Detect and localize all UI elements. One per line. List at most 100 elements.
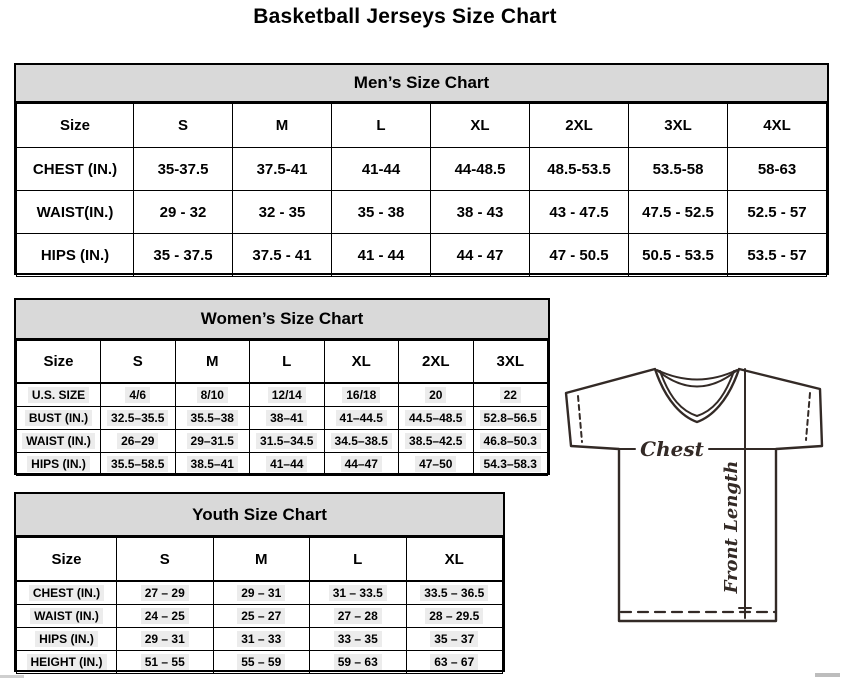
youth-chart-title: Youth Size Chart [16, 494, 503, 537]
size-cell: 53.5 - 57 [727, 233, 827, 277]
mens-chart-title: Men’s Size Chart [16, 65, 827, 103]
table-header-row: Size S M L XL 2XL 3XL [16, 340, 548, 384]
column-header: M [212, 537, 310, 582]
table-row: HIPS (IN.) 29 – 31 31 – 33 33 – 35 35 – … [16, 627, 503, 651]
table-header-row: Size S M L XL 2XL 3XL 4XL [16, 103, 827, 148]
column-header: L [309, 537, 407, 582]
front-length-measure-line [738, 368, 752, 619]
size-cell: 47 - 50.5 [529, 233, 629, 277]
table-row: CHEST (IN.) 27 – 29 29 – 31 31 – 33.5 33… [16, 580, 503, 605]
size-cell: 31 – 33 [212, 627, 310, 651]
size-cell: 50.5 - 53.5 [628, 233, 728, 277]
column-header: XL [405, 537, 503, 582]
mens-size-chart: Men’s Size Chart Size S M L XL 2XL 3XL 4… [14, 63, 829, 277]
row-label: WAIST (IN.) [16, 604, 117, 628]
row-label: WAIST (IN.) [16, 429, 101, 453]
size-cell: 35 - 38 [331, 190, 431, 234]
size-cell: 31 – 33.5 [309, 580, 407, 605]
size-cell: 37.5-41 [232, 147, 332, 191]
size-cell: 53.5-58 [628, 147, 728, 191]
size-cell: 29 – 31 [212, 580, 310, 605]
size-cell: 29–31.5 [174, 429, 250, 453]
size-cell: 38.5–41 [174, 452, 250, 476]
row-label: HIPS (IN.) [16, 233, 134, 277]
table-header-row: Size S M L XL [16, 537, 503, 582]
row-label: HEIGHT (IN.) [16, 650, 117, 674]
column-header: XL [430, 103, 530, 148]
womens-size-chart: Women’s Size Chart Size S M L XL 2XL 3XL… [14, 298, 550, 476]
size-cell: 16/18 [323, 382, 399, 407]
size-cell: 63 – 67 [405, 650, 503, 674]
size-cell: 58-63 [727, 147, 827, 191]
left-cuff-stitch [577, 395, 583, 443]
table-row: CHEST (IN.) 35-37.5 37.5-41 41-44 44-48.… [16, 147, 827, 191]
size-cell: 29 – 31 [116, 627, 214, 651]
table-row: U.S. SIZE 4/6 8/10 12/14 16/18 20 22 [16, 382, 548, 407]
table-row: HEIGHT (IN.) 51 – 55 55 – 59 59 – 63 63 … [16, 650, 503, 674]
column-header: 4XL [727, 103, 827, 148]
column-header: S [133, 103, 233, 148]
size-cell: 27 – 29 [116, 580, 214, 605]
size-cell: 27 – 28 [309, 604, 407, 628]
size-cell: 41-44 [331, 147, 431, 191]
column-header: Size [16, 340, 101, 384]
column-header: 2XL [529, 103, 629, 148]
youth-size-table: Size S M L XL CHEST (IN.) 27 – 29 29 – 3… [16, 537, 503, 674]
scrollbar-fragment-left[interactable] [0, 675, 24, 678]
size-cell: 31.5–34.5 [249, 429, 325, 453]
size-cell: 28 – 29.5 [405, 604, 503, 628]
row-label: WAIST(IN.) [16, 190, 134, 234]
row-label: HIPS (IN.) [16, 627, 117, 651]
column-header: L [331, 103, 431, 148]
column-header: 3XL [472, 340, 548, 384]
womens-size-table: Size S M L XL 2XL 3XL U.S. SIZE 4/6 8/10… [16, 340, 548, 476]
size-cell: 59 – 63 [309, 650, 407, 674]
size-cell: 38.5–42.5 [398, 429, 474, 453]
size-cell: 20 [398, 382, 474, 407]
jersey-outline [564, 367, 824, 623]
size-cell: 46.8–50.3 [472, 429, 548, 453]
column-header: XL [323, 340, 399, 384]
scrollbar-fragment-right[interactable] [815, 673, 840, 677]
size-cell: 35.5–58.5 [100, 452, 176, 476]
size-cell: 4/6 [100, 382, 176, 407]
size-cell: 43 - 47.5 [529, 190, 629, 234]
size-cell: 41–44 [249, 452, 325, 476]
collar-back-arc [656, 369, 738, 381]
size-cell: 25 – 27 [212, 604, 310, 628]
size-cell: 38–41 [249, 406, 325, 430]
size-cell: 44–47 [323, 452, 399, 476]
size-cell: 24 – 25 [116, 604, 214, 628]
row-label: CHEST (IN.) [16, 580, 117, 605]
column-header: Size [16, 537, 117, 582]
column-header: M [232, 103, 332, 148]
row-label: U.S. SIZE [16, 382, 101, 407]
size-cell: 41 - 44 [331, 233, 431, 277]
size-cell: 35-37.5 [133, 147, 233, 191]
size-cell: 29 - 32 [133, 190, 233, 234]
size-cell: 12/14 [249, 382, 325, 407]
table-row: WAIST (IN.) 26–29 29–31.5 31.5–34.5 34.5… [16, 429, 548, 453]
youth-size-chart: Youth Size Chart Size S M L XL CHEST (IN… [14, 492, 505, 674]
size-cell: 32.5–35.5 [100, 406, 176, 430]
column-header: 3XL [628, 103, 728, 148]
size-cell: 32 - 35 [232, 190, 332, 234]
size-cell: 51 – 55 [116, 650, 214, 674]
table-row: WAIST(IN.) 29 - 32 32 - 35 35 - 38 38 - … [16, 190, 827, 234]
womens-chart-title: Women’s Size Chart [16, 300, 548, 340]
jersey-measurement-diagram: Chest Front Length [558, 362, 830, 628]
table-row: HIPS (IN.) 35 - 37.5 37.5 - 41 41 - 44 4… [16, 233, 827, 277]
size-cell: 54.3–58.3 [472, 452, 548, 476]
row-label: HIPS (IN.) [16, 452, 101, 476]
column-header: M [174, 340, 250, 384]
column-header: S [100, 340, 176, 384]
size-cell: 33 – 35 [309, 627, 407, 651]
collar-back-arc [657, 370, 737, 388]
size-cell: 44.5–48.5 [398, 406, 474, 430]
jersey-diagram-svg: Chest Front Length [564, 367, 824, 623]
column-header: L [249, 340, 325, 384]
size-cell: 35.5–38 [174, 406, 250, 430]
size-cell: 44-48.5 [430, 147, 530, 191]
table-row: BUST (IN.) 32.5–35.5 35.5–38 38–41 41–44… [16, 406, 548, 430]
size-cell: 22 [472, 382, 548, 407]
